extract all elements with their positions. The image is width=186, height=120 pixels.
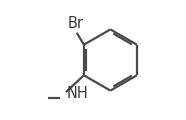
Text: Br: Br xyxy=(68,17,84,31)
Text: NH: NH xyxy=(67,86,88,101)
